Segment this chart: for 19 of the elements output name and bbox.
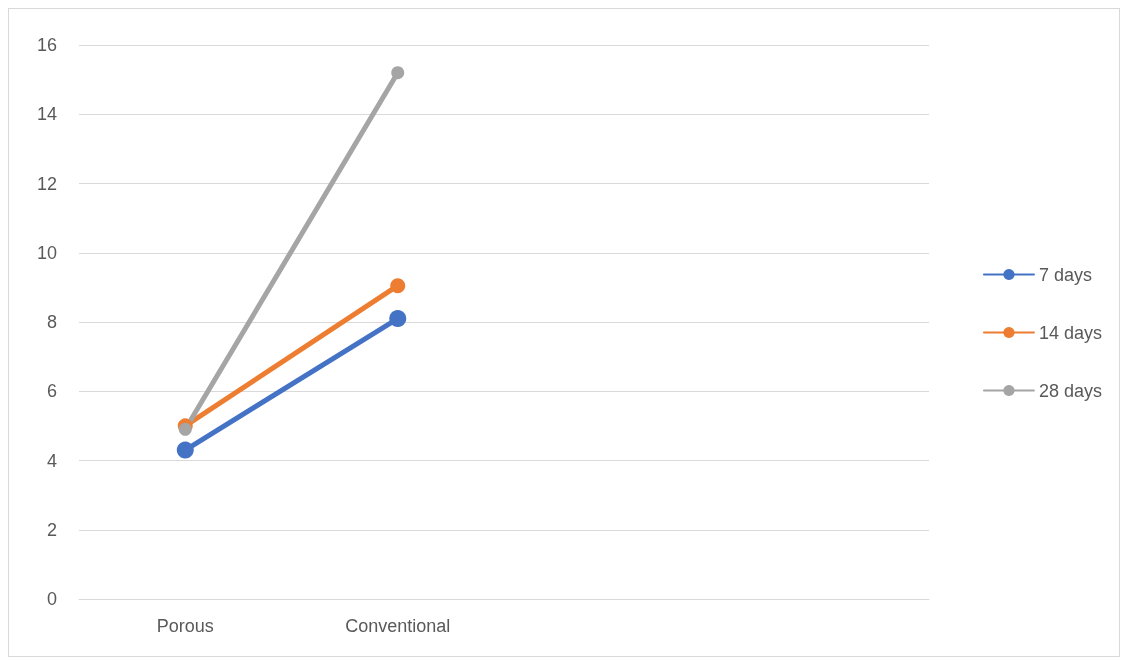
y-tick-label: 2: [46, 519, 57, 540]
legend-label: 28 days: [1038, 380, 1102, 401]
x-tick-label: Porous: [156, 616, 214, 636]
y-tick-label: 8: [46, 312, 57, 332]
point: [178, 422, 192, 436]
y-tick-label: 10: [36, 242, 57, 263]
y-tick-label: 6: [46, 381, 57, 402]
point: [391, 66, 405, 80]
point: [390, 278, 406, 294]
y-tick-label: 4: [46, 450, 57, 471]
point: [389, 310, 407, 328]
legend-label: 14 days: [1038, 322, 1102, 343]
y-tick-label: 14: [36, 104, 57, 125]
point: [176, 441, 194, 459]
y-tick-label: 16: [36, 35, 57, 55]
y-tick-label: 0: [46, 589, 57, 609]
y-tick-label: 12: [36, 173, 57, 194]
legend-label: 7 days: [1038, 264, 1092, 285]
x-tick-label: Conventional: [345, 616, 451, 636]
